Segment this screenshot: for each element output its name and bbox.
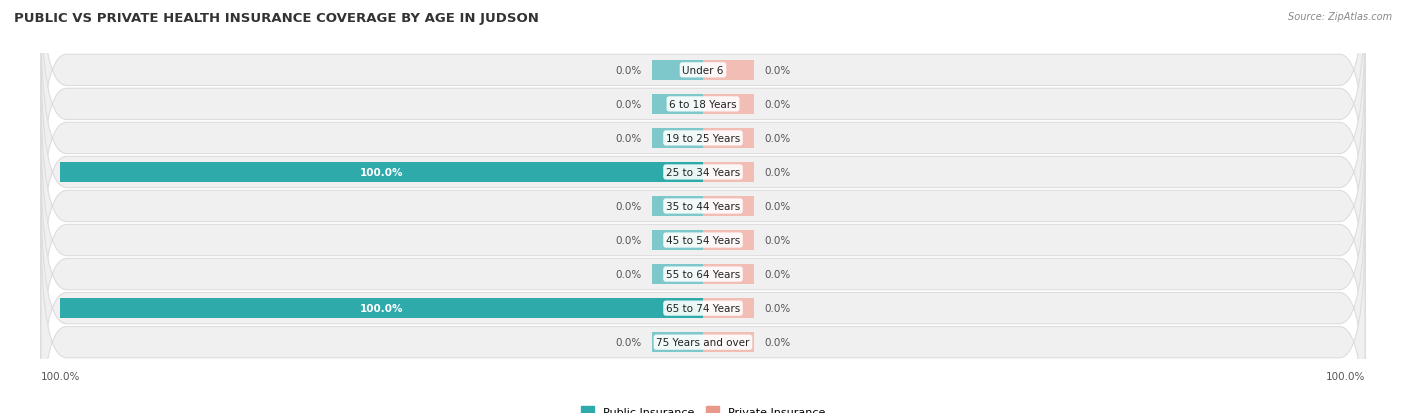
Text: 0.0%: 0.0% xyxy=(616,337,643,347)
Bar xyxy=(703,332,755,352)
Text: 65 to 74 Years: 65 to 74 Years xyxy=(666,304,740,313)
Text: 0.0%: 0.0% xyxy=(616,100,643,109)
Text: 0.0%: 0.0% xyxy=(763,337,790,347)
Bar xyxy=(703,163,755,183)
Text: 100.0%: 100.0% xyxy=(1326,371,1365,381)
Bar xyxy=(703,230,755,250)
Text: 0.0%: 0.0% xyxy=(763,100,790,109)
Bar xyxy=(703,265,755,284)
Text: 25 to 34 Years: 25 to 34 Years xyxy=(666,168,740,178)
Text: Source: ZipAtlas.com: Source: ZipAtlas.com xyxy=(1288,12,1392,22)
Text: 0.0%: 0.0% xyxy=(616,235,643,245)
FancyBboxPatch shape xyxy=(41,222,1365,413)
Bar xyxy=(651,230,703,250)
Bar xyxy=(703,299,755,318)
FancyBboxPatch shape xyxy=(41,52,1365,293)
Bar xyxy=(60,163,703,183)
Bar xyxy=(703,197,755,216)
Text: 75 Years and over: 75 Years and over xyxy=(657,337,749,347)
FancyBboxPatch shape xyxy=(41,18,1365,259)
FancyBboxPatch shape xyxy=(41,0,1365,225)
Text: 0.0%: 0.0% xyxy=(763,235,790,245)
Bar xyxy=(651,95,703,114)
Text: 0.0%: 0.0% xyxy=(763,168,790,178)
Text: 0.0%: 0.0% xyxy=(763,304,790,313)
Text: 6 to 18 Years: 6 to 18 Years xyxy=(669,100,737,109)
FancyBboxPatch shape xyxy=(41,86,1365,327)
Text: 0.0%: 0.0% xyxy=(616,133,643,144)
Text: 0.0%: 0.0% xyxy=(763,269,790,280)
Text: 0.0%: 0.0% xyxy=(616,66,643,76)
Text: 0.0%: 0.0% xyxy=(763,202,790,211)
Bar xyxy=(703,61,755,81)
Legend: Public Insurance, Private Insurance: Public Insurance, Private Insurance xyxy=(576,402,830,413)
Text: Under 6: Under 6 xyxy=(682,66,724,76)
Text: 0.0%: 0.0% xyxy=(763,66,790,76)
FancyBboxPatch shape xyxy=(41,154,1365,395)
Text: 35 to 44 Years: 35 to 44 Years xyxy=(666,202,740,211)
Bar xyxy=(651,61,703,81)
Bar xyxy=(703,129,755,148)
Text: 100.0%: 100.0% xyxy=(360,304,404,313)
FancyBboxPatch shape xyxy=(41,188,1365,413)
FancyBboxPatch shape xyxy=(41,0,1365,191)
Text: 100.0%: 100.0% xyxy=(41,371,80,381)
Text: 0.0%: 0.0% xyxy=(616,202,643,211)
Text: 100.0%: 100.0% xyxy=(360,168,404,178)
Text: 19 to 25 Years: 19 to 25 Years xyxy=(666,133,740,144)
Bar xyxy=(703,95,755,114)
Text: 55 to 64 Years: 55 to 64 Years xyxy=(666,269,740,280)
Bar xyxy=(651,265,703,284)
Bar xyxy=(651,129,703,148)
Bar xyxy=(651,197,703,216)
Text: 45 to 54 Years: 45 to 54 Years xyxy=(666,235,740,245)
Text: PUBLIC VS PRIVATE HEALTH INSURANCE COVERAGE BY AGE IN JUDSON: PUBLIC VS PRIVATE HEALTH INSURANCE COVER… xyxy=(14,12,538,25)
Text: 0.0%: 0.0% xyxy=(616,269,643,280)
FancyBboxPatch shape xyxy=(41,120,1365,361)
Bar xyxy=(60,299,703,318)
Text: 0.0%: 0.0% xyxy=(763,133,790,144)
Bar xyxy=(651,332,703,352)
